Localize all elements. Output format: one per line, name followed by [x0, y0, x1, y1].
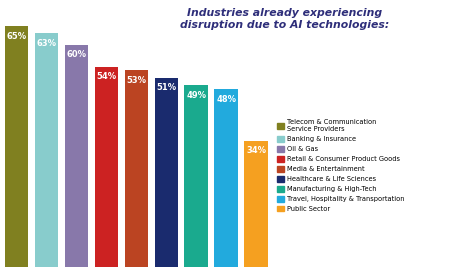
Text: 63%: 63%: [36, 39, 56, 48]
Text: 65%: 65%: [7, 32, 27, 41]
Text: 49%: 49%: [186, 91, 206, 100]
Legend: Telecom & Communication
Service Providers, Banking & Insurance, Oil & Gas, Retai: Telecom & Communication Service Provider…: [276, 118, 405, 213]
Bar: [245, 141, 268, 267]
Text: 60%: 60%: [66, 50, 86, 59]
Text: 53%: 53%: [126, 76, 146, 85]
Text: 34%: 34%: [246, 147, 266, 155]
Bar: [64, 45, 88, 267]
Text: 54%: 54%: [96, 72, 117, 81]
Text: 51%: 51%: [156, 84, 176, 92]
Bar: [214, 89, 238, 267]
Bar: [35, 33, 58, 267]
Bar: [184, 85, 208, 267]
Bar: [125, 70, 148, 267]
Bar: [5, 26, 28, 267]
Bar: [155, 78, 178, 267]
Text: Industries already experiencing
disruption due to AI technologies:: Industries already experiencing disrupti…: [180, 8, 389, 30]
Text: 48%: 48%: [216, 95, 236, 104]
Bar: [95, 67, 118, 267]
